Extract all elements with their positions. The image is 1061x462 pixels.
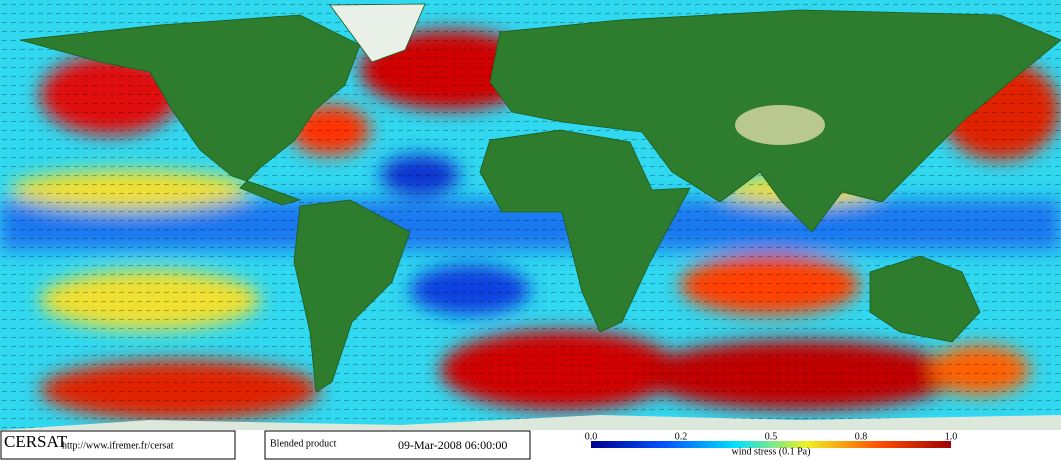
colorbar-tick-label: 0.5 — [765, 431, 778, 442]
logo-box — [0, 430, 236, 460]
logo: CERSAT — [4, 432, 68, 451]
colorbar-tick-label: 0.0 — [585, 431, 598, 442]
product: Blended product — [270, 438, 337, 449]
product-box — [264, 430, 531, 460]
url: http://www.ifremer.fr/cersat — [62, 440, 174, 451]
colorbar-tick-label: 0.2 — [675, 431, 688, 442]
colorbar-tick-label: 1.0 — [945, 431, 958, 442]
colorbar — [591, 441, 951, 448]
colorbar-tick-label: 0.8 — [855, 431, 868, 442]
colorbar-label: wind stress (0.1 Pa) — [732, 446, 811, 457]
land — [0, 3, 1061, 430]
date: 09-Mar-2008 06:00:00 — [398, 438, 507, 452]
